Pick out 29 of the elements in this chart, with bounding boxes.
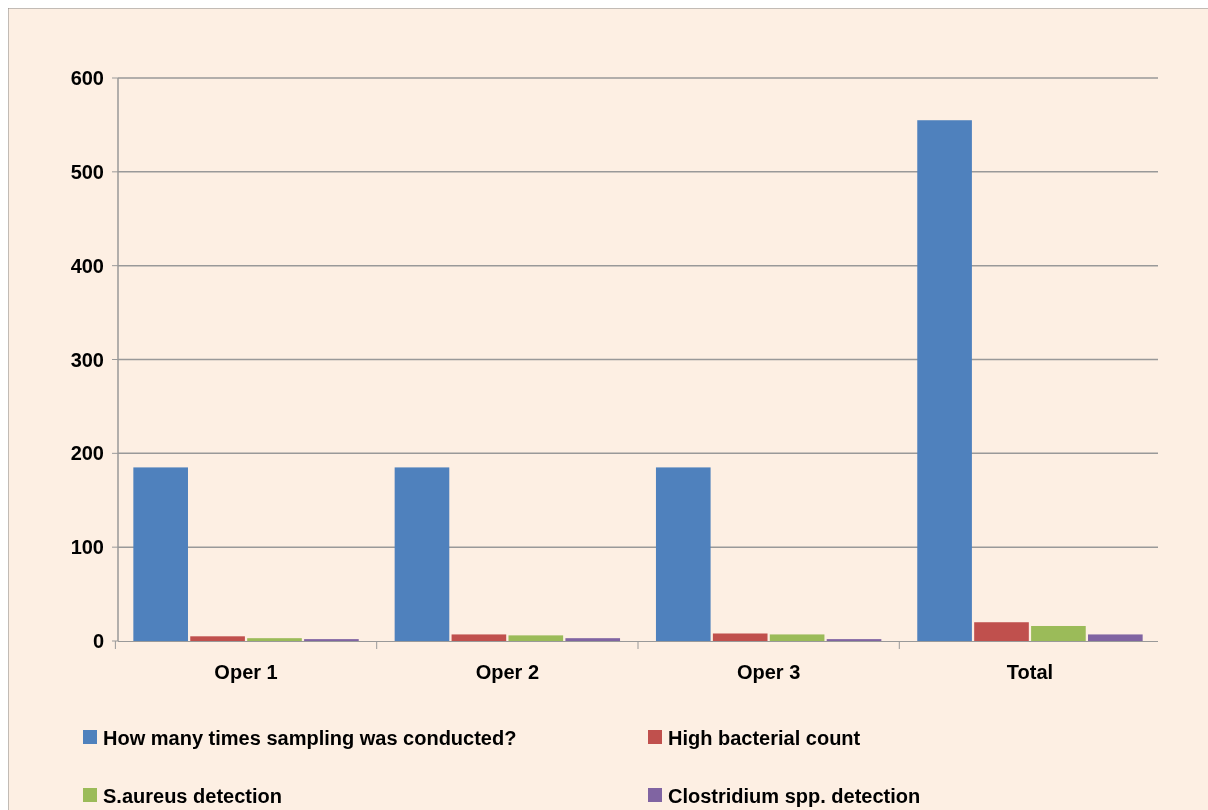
bar [451,634,507,641]
y-tick-label: 600 [70,67,104,89]
y-tick-label: 0 [92,630,104,652]
bar [247,638,302,641]
bar [974,622,1029,641]
bar [712,633,768,641]
bar [133,467,188,641]
legend-label: High bacterial count [668,727,861,749]
y-tick-label: 400 [70,254,104,277]
bar [769,634,825,641]
x-tick-label: Oper 3 [736,661,801,683]
bar [917,120,972,641]
bar [394,467,450,641]
bar [565,638,621,641]
y-tick-label: 500 [70,160,104,183]
bar [508,635,564,641]
x-tick-label: Oper 1 [214,661,278,683]
bar [655,467,711,641]
y-tick-label: 300 [70,348,104,371]
bar [1031,625,1086,641]
legend-label: S.aureus detection [103,785,282,807]
x-tick-label: Total [1006,661,1054,683]
legend-label: How many times sampling was conducted? [103,727,517,749]
bar [190,636,245,641]
y-tick-label: 200 [70,442,104,465]
y-tick-label: 100 [70,536,104,559]
bar [1088,634,1143,641]
legend-label: Clostridium spp. detection [668,785,921,807]
x-tick-label: Oper 2 [475,661,540,683]
